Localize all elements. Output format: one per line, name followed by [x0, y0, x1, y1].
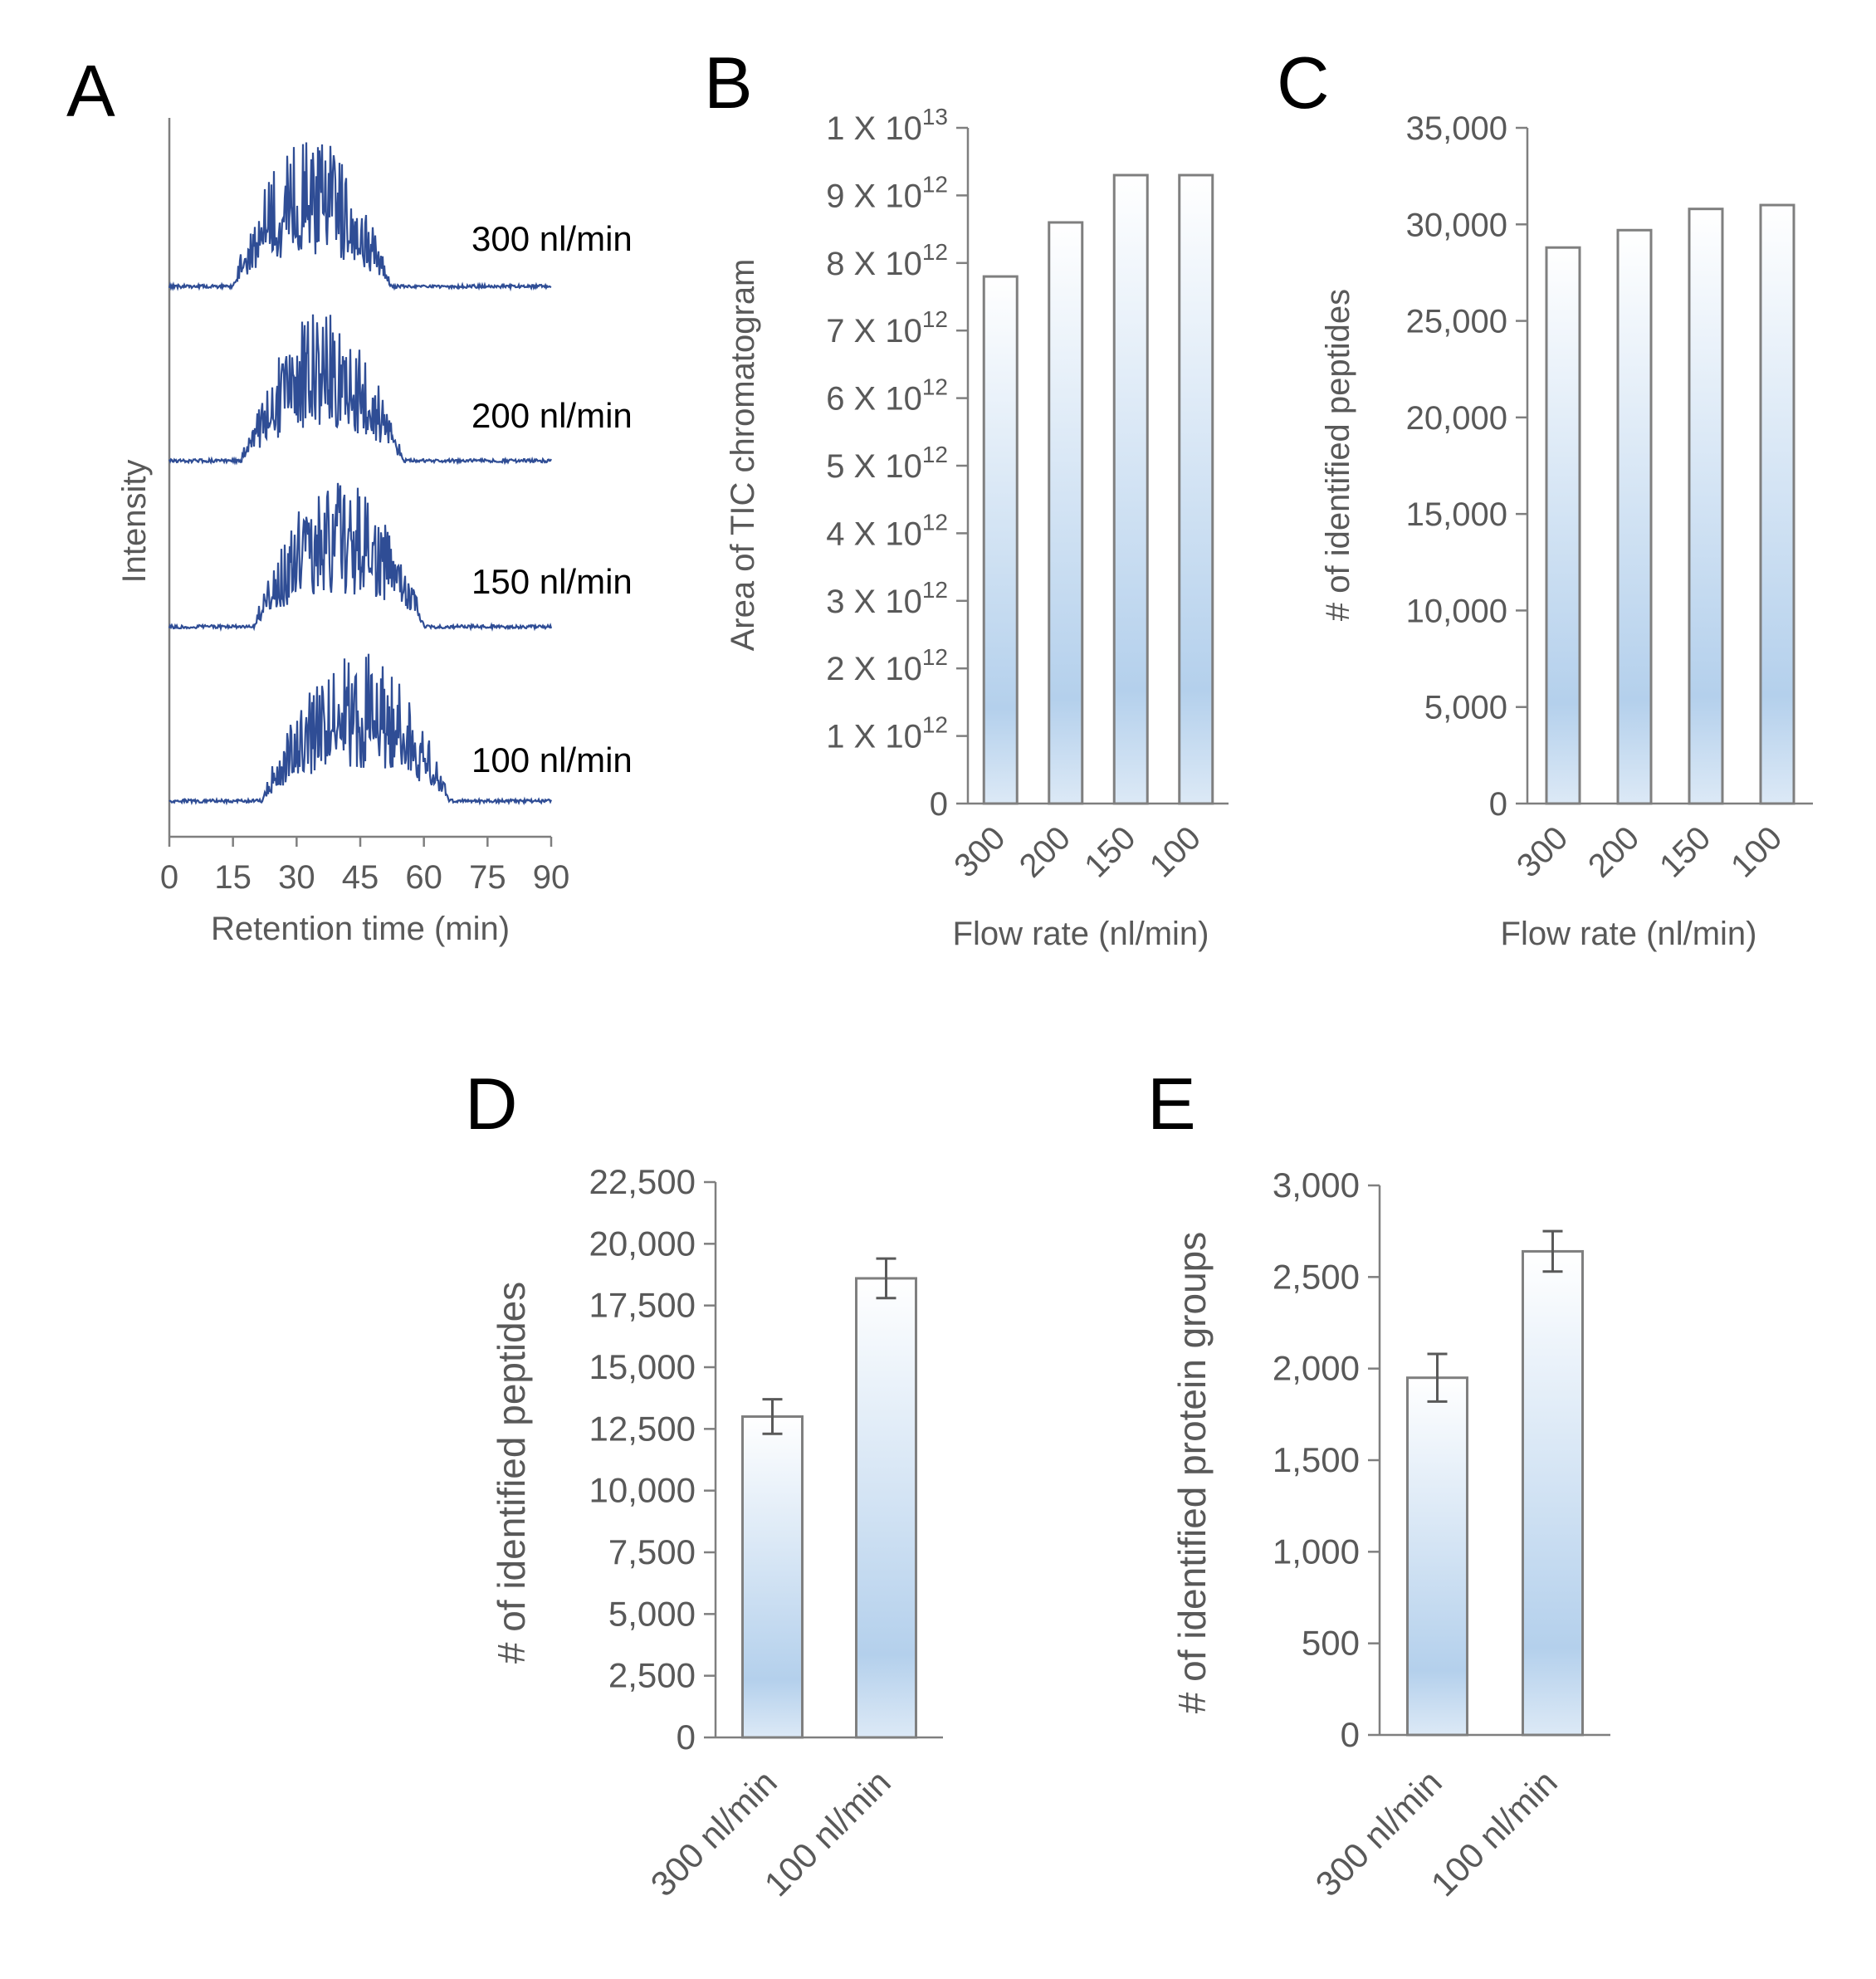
panel-b-y-tick-label: 9 X 1012 — [826, 171, 948, 214]
panel-d-y-tick-label: 10,000 — [589, 1471, 696, 1510]
panel-d-y-label: # of identified peptides — [490, 1282, 533, 1664]
panel-d-y-tick-label: 2,500 — [608, 1656, 696, 1695]
panel-b-category-label: 100 — [1143, 819, 1208, 884]
panel-d-bar-100 — [855, 1277, 917, 1739]
panel-b-bar-300 — [982, 275, 1019, 805]
panel-c-y-tick-label: 5,000 — [1424, 690, 1507, 726]
panel-c-category-label: 150 — [1653, 819, 1717, 884]
panel-c-y-tick-label: 20,000 — [1406, 400, 1507, 437]
panel-letter-e: E — [1147, 1063, 1196, 1145]
panel-a-chromatogram: 0 15 30 45 60 75 90 300 nl/min 200 nl/min 150 nl… — [116, 118, 633, 947]
panel-letter-d: D — [465, 1063, 518, 1145]
panel-e-category-label: 100 nl/min — [1424, 1762, 1565, 1903]
panel-e-y-tick-label: 3,000 — [1273, 1165, 1360, 1205]
panel-b-y-tick-label: 6 X 1012 — [826, 374, 948, 418]
panel-b-bar-150 — [1112, 173, 1149, 805]
panel-d-peptides-chart: 0 2,500 5,000 7,500 10,000 12,500 15,000 17,500… — [490, 1162, 943, 1903]
panel-a-x-tick-label: 45 — [342, 859, 379, 896]
panel-c-bar-100 — [1759, 203, 1795, 805]
panel-b-y-tick-label: 2 X 1012 — [826, 644, 948, 687]
panel-letter-c: C — [1277, 42, 1330, 124]
panel-a-trace-200 — [168, 314, 552, 466]
panel-e-bar-300 — [1406, 1376, 1468, 1737]
panel-e-y-tick-label: 1,500 — [1273, 1440, 1360, 1479]
panel-b-y-tick-label: 4 X 1012 — [826, 509, 948, 552]
panel-c-y-tick-label: 30,000 — [1406, 207, 1507, 243]
panel-b-y-label: Area of TIC chromatogram — [725, 259, 761, 652]
panel-b-y-tick-label: 8 X 1012 — [826, 239, 948, 282]
panel-d-y-tick-label: 20,000 — [589, 1224, 696, 1263]
panel-c-bar-150 — [1688, 208, 1724, 805]
panel-e-y-label: # of identified protein groups — [1170, 1232, 1214, 1714]
panel-a-y-label: Intensity — [116, 460, 153, 584]
panel-c-category-label: 100 — [1724, 819, 1789, 884]
panel-a-x-tick-label: 75 — [469, 859, 506, 896]
panel-a-x-tick-label: 0 — [160, 859, 178, 896]
panel-d-y-tick-label: 22,500 — [589, 1162, 696, 1201]
panel-a-series-label: 100 nl/min — [471, 740, 633, 779]
panel-c-y-label: # of identified peptides — [1320, 289, 1356, 621]
panel-c-y-tick-label: 25,000 — [1406, 304, 1507, 340]
panel-b-y-tick-label: 1 X 1013 — [826, 104, 948, 147]
panel-a-x-tick-label: 60 — [405, 859, 442, 896]
panel-e-y-tick-label: 2,000 — [1273, 1349, 1360, 1388]
panel-a-x-tick-label: 30 — [278, 859, 315, 896]
panel-e-y-tick-label: 500 — [1302, 1624, 1360, 1663]
panel-a-series-label: 300 nl/min — [471, 219, 633, 258]
panel-c-y-tick-label: 10,000 — [1406, 593, 1507, 629]
panel-d-bar-300 — [741, 1415, 804, 1739]
panel-d-y-tick-label: 15,000 — [589, 1347, 696, 1386]
panel-c-y-tick-label: 0 — [1489, 786, 1507, 823]
panel-e-y-tick-label: 0 — [1341, 1715, 1360, 1754]
panel-b-bar-100 — [1178, 173, 1214, 805]
panel-c-x-label: Flow rate (nl/min) — [1501, 916, 1757, 952]
panel-b-category-label: 150 — [1077, 819, 1142, 884]
panel-a-trace-300 — [168, 142, 552, 292]
panel-e-bar-100 — [1522, 1249, 1584, 1737]
panel-b-category-label: 200 — [1013, 819, 1077, 884]
panel-b-x-label: Flow rate (nl/min) — [953, 916, 1209, 952]
panel-c-category-label: 300 — [1510, 819, 1575, 884]
panel-a-series-label: 200 nl/min — [471, 396, 633, 435]
panel-a-x-tick-label: 90 — [533, 859, 570, 896]
panel-a-trace-150 — [168, 482, 553, 633]
panel-b-y-tick-label: 7 X 1012 — [826, 306, 948, 349]
panel-b-y-tick-label: 5 X 1012 — [826, 442, 948, 485]
panel-d-y-tick-label: 5,000 — [608, 1594, 696, 1633]
panel-letter-b: B — [704, 42, 753, 124]
panel-b-category-label: 300 — [947, 819, 1012, 884]
panel-b-y-tick-label: 1 X 1012 — [826, 712, 948, 755]
panel-b-y-tick-label: 3 X 1012 — [826, 577, 948, 620]
panel-b-tic-area-chart: 0 1 X 1012 2 X 1012 3 X 1012 4 X 1012 5 X 101… — [725, 104, 1229, 952]
panel-a-x-tick-label: 15 — [214, 859, 252, 896]
panel-c-bar-200 — [1616, 228, 1653, 805]
panel-c-category-label: 200 — [1581, 819, 1646, 884]
panel-c-bar-300 — [1545, 246, 1581, 805]
panel-d-y-tick-label: 0 — [677, 1718, 696, 1757]
panel-e-y-tick-label: 1,000 — [1273, 1532, 1360, 1571]
panel-e-category-label: 300 nl/min — [1308, 1762, 1449, 1903]
panel-a-x-label: Retention time (min) — [211, 911, 510, 947]
panel-a-series-label: 150 nl/min — [471, 562, 633, 601]
panel-d-y-tick-label: 12,500 — [589, 1409, 696, 1448]
panel-b-bar-200 — [1048, 221, 1084, 805]
panel-b-y-tick-label: 0 — [930, 786, 948, 823]
panel-e-y-tick-label: 2,500 — [1273, 1257, 1360, 1296]
panel-letter-a: A — [66, 50, 115, 132]
panel-a-trace-100 — [169, 653, 553, 806]
panel-e-protein-groups-chart: 0 500 1,000 1,500 2,000 2,500 3,000 300 nl/min… — [1170, 1165, 1610, 1903]
panel-d-y-tick-label: 17,500 — [589, 1286, 696, 1325]
panel-d-y-tick-label: 7,500 — [608, 1532, 696, 1571]
panel-c-y-tick-label: 35,000 — [1406, 110, 1507, 147]
panel-c-peptides-chart: 0 5,000 10,000 15,000 20,000 25,000 30,000 35,0… — [1320, 110, 1813, 952]
panel-c-y-tick-label: 15,000 — [1406, 496, 1507, 533]
